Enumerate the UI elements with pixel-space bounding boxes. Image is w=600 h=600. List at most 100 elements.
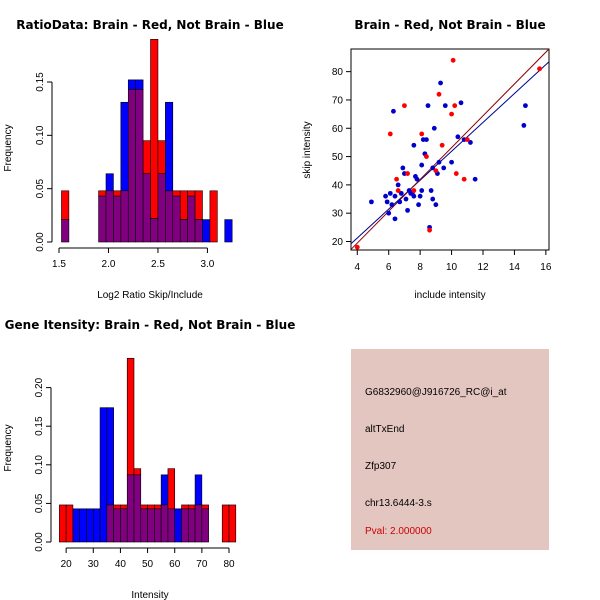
scatter-point-brain xyxy=(450,57,456,63)
ratio-histogram-ylabel: Frequency xyxy=(3,124,14,171)
histogram-bar-brain xyxy=(187,504,196,510)
scatter-xlabel: include intensity xyxy=(414,290,485,301)
histogram-bar-brain xyxy=(126,357,135,476)
histogram-bar-not-brain xyxy=(79,508,87,543)
histogram-bar-overlap xyxy=(133,474,142,543)
scatter-point-brain xyxy=(402,103,407,109)
scatter-point-not-brain xyxy=(430,196,436,202)
x-tick-label: 2.0 xyxy=(102,259,116,270)
histogram-bar-overlap xyxy=(127,89,136,243)
x-tick-label: 50 xyxy=(142,559,154,570)
y-tick-label: 30 xyxy=(332,209,344,220)
histogram-bar-brain xyxy=(133,468,142,476)
scatter-point-brain xyxy=(449,111,454,117)
histogram-bar-brain xyxy=(113,190,122,197)
histogram-bar-overlap xyxy=(187,195,196,243)
histogram-bar-overlap xyxy=(179,219,188,243)
x-tick-label: 8 xyxy=(417,262,423,273)
histogram-bar-overlap xyxy=(167,508,176,543)
histogram-bar-not-brain xyxy=(105,173,114,192)
scatter-point-not-brain xyxy=(425,103,431,109)
histogram-bar-not-brain xyxy=(120,101,129,192)
scatter-point-brain xyxy=(461,176,467,182)
probe-id: G6832960@J916726_RC@i_at xyxy=(365,387,507,398)
histogram-bar-not-brain xyxy=(92,508,101,543)
gene-intensity-ylabel: Frequency xyxy=(3,424,14,471)
histogram-bar-brain xyxy=(154,504,162,510)
histogram-bar-overlap xyxy=(61,219,70,243)
histogram-bar-overlap xyxy=(113,508,121,543)
x-tick-label: 3.0 xyxy=(200,259,214,270)
gene-name: Zfp307 xyxy=(365,461,397,472)
scatter-point-not-brain xyxy=(411,193,417,199)
scatter-point-not-brain xyxy=(455,134,461,140)
x-tick-label: 60 xyxy=(169,559,181,570)
histogram-bar-not-brain xyxy=(224,219,233,243)
histogram-bar-brain xyxy=(187,190,196,197)
histogram-bar-overlap xyxy=(126,474,135,543)
scatter-point-brain xyxy=(453,171,459,176)
histogram-bar-not-brain xyxy=(135,79,144,90)
scatter-point-not-brain xyxy=(391,108,396,114)
histogram-bar-overlap xyxy=(120,508,128,543)
histogram-bar-not-brain xyxy=(160,474,169,506)
histogram-bar-not-brain xyxy=(165,101,174,192)
histogram-bar-brain xyxy=(61,190,70,220)
histogram-bar-overlap xyxy=(194,504,203,543)
histogram-bar-brain xyxy=(147,504,155,510)
histogram-bar-overlap xyxy=(113,195,122,243)
histogram-bar-overlap xyxy=(150,218,159,243)
scatter-point-not-brain xyxy=(369,199,374,205)
scatter-point-not-brain xyxy=(424,137,429,142)
x-tick-label: 16 xyxy=(540,262,552,273)
scatter-point-not-brain xyxy=(431,125,437,131)
histogram-bar-overlap xyxy=(201,508,209,543)
histogram-bar-brain xyxy=(157,140,166,175)
x-tick-label: 1.5 xyxy=(52,259,66,270)
scatter-point-brain xyxy=(354,244,360,250)
y-tick-label: 0.05 xyxy=(34,493,45,513)
scatter-point-not-brain xyxy=(414,176,420,182)
histogram-bar-not-brain xyxy=(202,219,211,243)
histogram-bar-brain xyxy=(120,504,128,510)
histogram-bar-not-brain xyxy=(174,508,182,543)
histogram-bar-brain xyxy=(201,504,209,510)
scatter-point-not-brain xyxy=(387,190,393,196)
y-tick-label: 60 xyxy=(332,124,344,135)
histogram-bar-overlap xyxy=(140,508,148,543)
x-tick-label: 80 xyxy=(223,559,235,570)
x-tick-label: 12 xyxy=(477,262,489,273)
scatter-point-not-brain xyxy=(449,159,454,165)
histogram-bar-not-brain xyxy=(106,407,114,506)
histogram-bar-brain xyxy=(167,468,176,510)
histogram-bar-overlap xyxy=(105,190,114,243)
histogram-bar-overlap xyxy=(157,173,166,243)
histogram-bar-overlap xyxy=(147,508,155,543)
histogram-bar-overlap xyxy=(135,89,144,243)
scatter-point-not-brain xyxy=(523,103,528,109)
ratio-histogram-title: RatioData: Brain - Red, Not Brain - Blue xyxy=(16,18,283,32)
x-tick-label: 2.5 xyxy=(151,259,165,270)
histogram-bar-brain xyxy=(140,504,148,510)
histogram-bar-brain xyxy=(65,504,74,543)
y-tick-label: 40 xyxy=(332,180,344,191)
histogram-bar-brain xyxy=(228,504,237,543)
scatter-point-not-brain xyxy=(384,199,390,205)
fit-line-not-brain xyxy=(350,61,550,245)
scatter-point-not-brain xyxy=(400,165,406,171)
ratio-histogram-xlabel: Log2 Ratio Skip/Include xyxy=(97,290,203,301)
y-tick-label: 80 xyxy=(332,67,344,78)
histogram-bar-brain xyxy=(181,504,189,510)
scatter-point-not-brain xyxy=(392,193,398,199)
scatter-point-brain xyxy=(424,154,429,159)
x-tick-label: 14 xyxy=(509,262,521,273)
scatter-point-brain xyxy=(411,188,417,193)
scatter-point-not-brain xyxy=(403,196,409,202)
event-type: altTxEnd xyxy=(365,424,405,435)
x-tick-label: 10 xyxy=(446,262,458,273)
y-tick-label: 0.05 xyxy=(35,178,46,198)
y-tick-label: 0.00 xyxy=(34,532,45,552)
histogram-bar-overlap xyxy=(98,195,107,243)
p-value: Pval: 2.000000 xyxy=(365,526,432,537)
